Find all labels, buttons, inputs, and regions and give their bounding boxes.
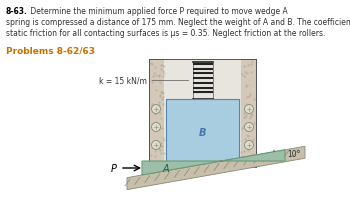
Circle shape	[152, 105, 161, 114]
Text: Determine the minimum applied force P required to move wedge A: Determine the minimum applied force P re…	[28, 7, 290, 16]
Polygon shape	[127, 146, 305, 190]
Circle shape	[152, 141, 161, 150]
Bar	[166, 99, 239, 165]
Circle shape	[245, 123, 253, 132]
Polygon shape	[142, 150, 285, 175]
Text: B: B	[199, 127, 206, 137]
Circle shape	[152, 123, 161, 132]
Circle shape	[245, 105, 253, 114]
Circle shape	[245, 141, 253, 150]
Text: k = 15 kN/m: k = 15 kN/m	[99, 77, 147, 85]
Text: A: A	[163, 163, 169, 173]
Text: Problems 8-62/63: Problems 8-62/63	[6, 47, 95, 56]
Text: 10°: 10°	[287, 150, 301, 158]
Bar	[149, 60, 256, 167]
Bar	[164, 60, 241, 167]
Text: spring is compressed a distance of 175 mm. Neglect the weight of A and B. The co: spring is compressed a distance of 175 m…	[6, 18, 350, 27]
Text: static friction for all contacting surfaces is μs = 0.35. Neglect friction at th: static friction for all contacting surfa…	[6, 29, 326, 38]
Text: 8-63.: 8-63.	[6, 7, 28, 16]
Text: P: P	[111, 163, 117, 173]
